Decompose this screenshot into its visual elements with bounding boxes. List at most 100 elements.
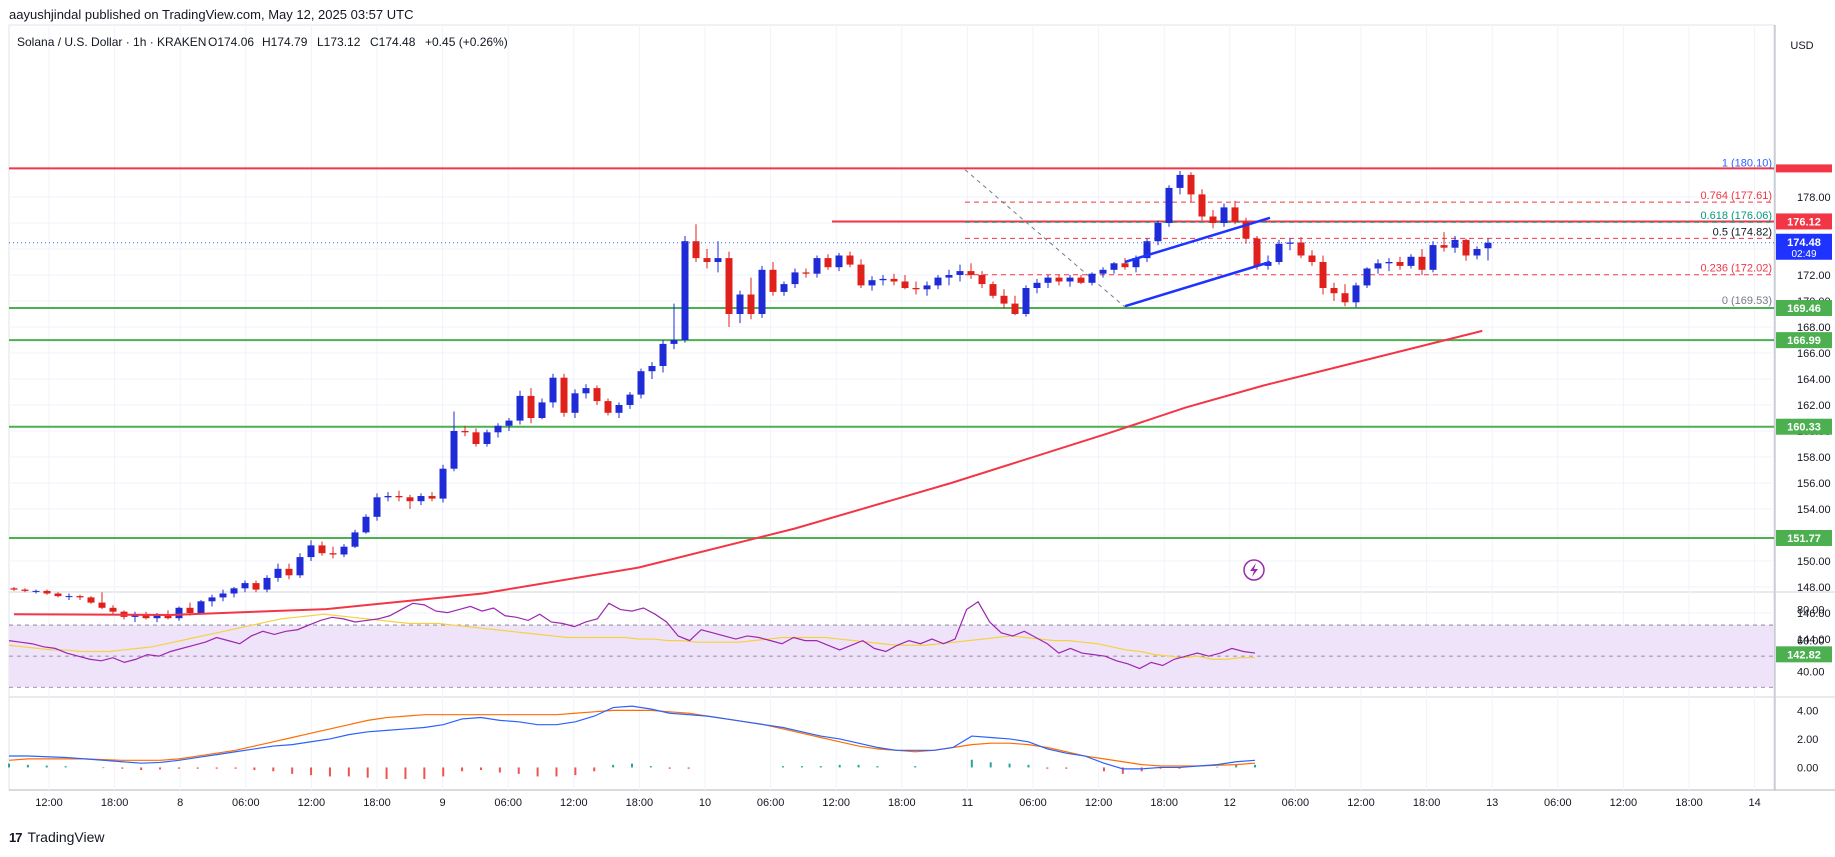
candle-body — [1198, 194, 1206, 217]
price-badge-label: 160.33 — [1787, 422, 1821, 434]
candle-body — [142, 614, 150, 619]
candle-body — [318, 545, 326, 554]
footer-brand[interactable]: 17 TradingView — [9, 829, 105, 845]
candle-body — [54, 593, 62, 597]
moving-average-line — [13, 329, 1483, 616]
candle-body — [1176, 174, 1184, 188]
candle-body — [725, 258, 733, 314]
rsi-tick-label: 40.00 — [1797, 667, 1825, 679]
candle-body — [901, 281, 909, 288]
time-tick-label: 06:00 — [757, 797, 785, 809]
time-tick-label: 12:00 — [1610, 797, 1638, 809]
candle-body — [87, 597, 95, 603]
time-tick-label: 06:00 — [1544, 797, 1572, 809]
candle-body — [769, 269, 777, 292]
candle-body — [1121, 263, 1129, 268]
fibonacci-retracement: 1 (180.10) 0.764 (177.61) 0.618 (176.06) 0.… — [964, 158, 1774, 308]
candle-body — [923, 285, 931, 290]
candle-body — [395, 496, 403, 498]
candle-body — [1220, 207, 1228, 223]
candle-body — [1055, 277, 1063, 282]
price-badge-label: 142.82 — [1787, 649, 1821, 661]
candle-body — [670, 340, 678, 344]
price-tick-label: 154.00 — [1797, 504, 1831, 516]
candle-body — [1352, 285, 1360, 303]
candle-body — [219, 593, 227, 598]
time-tick-label: 06:00 — [494, 797, 522, 809]
rsi-ma-line — [8, 613, 1255, 660]
time-tick-label: 11 — [962, 797, 973, 809]
time-tick-label: 12:00 — [1085, 797, 1113, 809]
candle-body — [747, 294, 755, 314]
candle-body — [835, 255, 843, 268]
candle-body — [109, 607, 117, 612]
time-tick-label: 12:00 — [822, 797, 850, 809]
candle-body — [791, 272, 799, 285]
candle-body — [1308, 255, 1316, 262]
price-badge-label: 176.12 — [1787, 216, 1821, 228]
candle-body — [21, 589, 29, 591]
price-badge — [1776, 213, 1832, 230]
time-tick-label: 12:00 — [35, 797, 63, 809]
candle-body — [1319, 262, 1327, 288]
candle-body — [153, 615, 161, 619]
candle-body — [1154, 223, 1162, 242]
candle-body — [362, 516, 370, 533]
candle-body — [351, 532, 359, 547]
time-tick-label: 13 — [1486, 797, 1498, 809]
candle-body — [307, 545, 315, 558]
candle-body — [1451, 239, 1459, 248]
time-tick-label: 18:00 — [363, 797, 391, 809]
macd-signal-line — [8, 709, 1256, 767]
candle-body — [230, 588, 238, 594]
candle-body — [505, 420, 513, 426]
candle-body — [1440, 245, 1448, 248]
ohlc-low: L173.12 — [317, 35, 361, 49]
price-badge — [1776, 332, 1832, 349]
candle-body — [846, 255, 854, 265]
candle-body — [538, 402, 546, 418]
candle-body — [1297, 242, 1305, 256]
candle-body — [494, 425, 502, 433]
candle-body — [560, 377, 568, 413]
tradingview-logo-icon: 17 — [9, 829, 23, 845]
ohlc-close: C174.48 — [370, 35, 416, 49]
candle-body — [879, 278, 887, 281]
candle-body — [1462, 239, 1470, 256]
time-tick-label: 06:00 — [1282, 797, 1310, 809]
price-badge — [1776, 529, 1832, 546]
price-tick-label: 178.00 — [1797, 192, 1831, 204]
candle-body — [1242, 221, 1250, 239]
candle-body — [1374, 263, 1382, 269]
price-badge — [1776, 646, 1832, 663]
candle-body — [582, 388, 590, 394]
fib-level-label: 0.618 (176.06) — [1700, 210, 1772, 222]
candle-body — [1363, 268, 1371, 286]
candle-body — [1396, 262, 1404, 266]
price-badge — [1776, 418, 1832, 435]
candle-body — [208, 597, 216, 602]
channel-lower-line — [1124, 260, 1271, 308]
macd-tick-label: 0.00 — [1797, 762, 1818, 774]
candle-body — [1088, 273, 1096, 283]
time-tick-label: 12 — [1224, 797, 1236, 809]
candle-body — [780, 284, 788, 292]
time-tick-label: 9 — [440, 797, 446, 809]
candle-body — [967, 271, 975, 275]
candle-body — [527, 395, 535, 418]
candle-body — [175, 607, 183, 619]
candle-body — [890, 278, 898, 282]
candle-body — [692, 241, 700, 259]
price-tick-label: 148.00 — [1797, 582, 1831, 594]
price-tick-label: 164.00 — [1797, 374, 1831, 386]
candle-body — [802, 272, 810, 274]
candle-body — [1330, 288, 1338, 294]
time-tick-label: 06:00 — [232, 797, 260, 809]
candle-body — [1484, 242, 1492, 249]
bar-countdown-label: 02:49 — [1791, 249, 1816, 260]
candle-body — [241, 583, 249, 589]
candle-body — [483, 432, 491, 444]
price-tick-label: 172.00 — [1797, 270, 1831, 282]
candle-body — [450, 431, 458, 469]
